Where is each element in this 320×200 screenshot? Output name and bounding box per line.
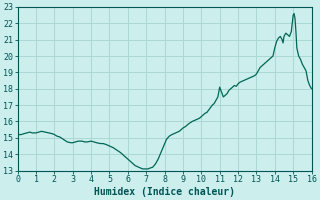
X-axis label: Humidex (Indice chaleur): Humidex (Indice chaleur) xyxy=(94,186,235,197)
